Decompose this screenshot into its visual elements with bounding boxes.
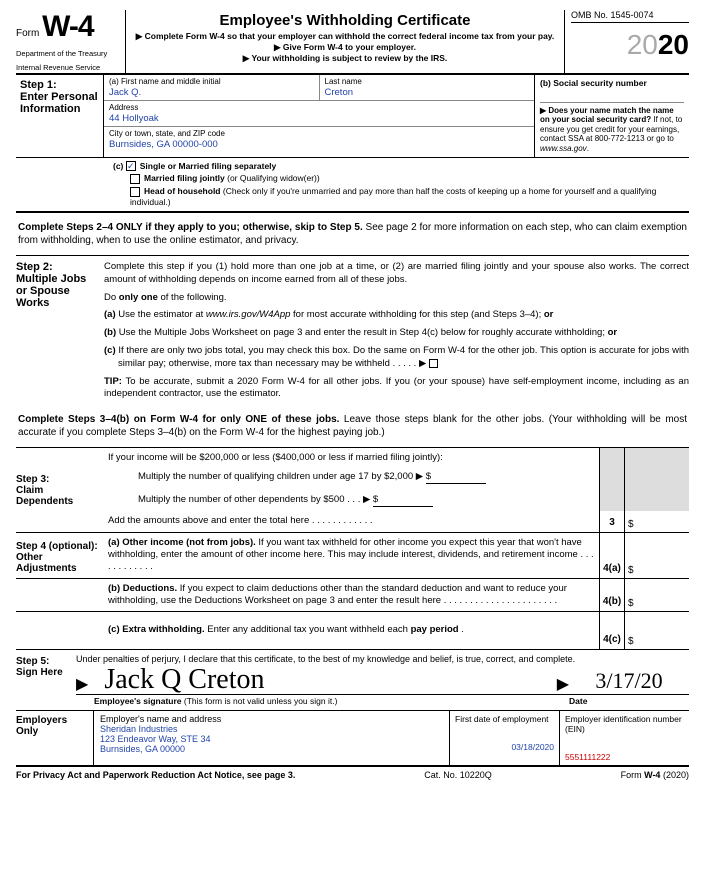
married-checkbox[interactable]: [130, 174, 140, 184]
date-arrow-icon: ▶: [557, 674, 569, 694]
step1-fields: (a) First name and middle initial Jack Q…: [104, 75, 534, 157]
signature-line[interactable]: ▶ Jack Q Creton ▶ 3/17/20: [76, 666, 689, 695]
step4-label: Step 4 (optional):Other Adjustments: [16, 537, 104, 578]
tax-year: 2020: [571, 29, 689, 61]
first-employment-date-field[interactable]: First date of employment 03/18/2020: [449, 711, 559, 765]
amount-4b[interactable]: $: [624, 579, 689, 612]
sub3: ▶ Your withholding is subject to review …: [132, 53, 558, 64]
step2-body: Complete this step if you (1) hold more …: [104, 261, 689, 406]
filing-status-c: (c) ✓Single or Married filing separately: [108, 160, 689, 173]
form-code: W-4: [42, 10, 93, 43]
sub1: ▶ Complete Form W-4 so that your employe…: [132, 31, 558, 42]
employer-city: Burnsides, GA 00000: [100, 744, 443, 754]
header-right: OMB No. 1545-0074 2020: [564, 10, 689, 73]
employer-addr: 123 Endeavor Way, STE 34: [100, 734, 443, 744]
step3-total-row: Add the amounts above and enter the tota…: [16, 511, 689, 532]
step4b-row: (b) Deductions. If you expect to claim d…: [16, 579, 689, 613]
hoh-row: Head of household (Check only if you're …: [108, 185, 689, 208]
header-left: Form W-4 Department of the Treasury Inte…: [16, 10, 126, 73]
address-field[interactable]: Address 44 Hollyoak: [104, 101, 534, 127]
ein-field[interactable]: Employer identification number (EIN) 555…: [559, 711, 689, 765]
first-name-value: Jack Q.: [109, 87, 314, 98]
last-name-value: Creton: [325, 87, 530, 98]
step2-label: Step 2: Multiple Jobs or Spouse Works: [16, 261, 104, 406]
ssn-note: ▶ Does your name match the name on your …: [540, 106, 684, 154]
form-word: Form: [16, 28, 39, 39]
step5-body: Under penalties of perjury, I declare th…: [76, 650, 689, 710]
city-value: Burnsides, GA 00000-000: [109, 139, 529, 150]
dept-irs: Internal Revenue Service: [16, 64, 121, 72]
two-jobs-checkbox[interactable]: [429, 359, 438, 368]
intro-24: Complete Steps 2–4 ONLY if they apply to…: [16, 213, 689, 255]
step5-label: Step 5:Sign Here: [16, 650, 76, 710]
ssn-label[interactable]: (b) Social security number: [540, 78, 684, 103]
married-jointly-row: Married filing jointly (or Qualifying wi…: [108, 172, 689, 185]
step1-block: Step 1: Enter Personal Information (a) F…: [16, 75, 689, 158]
box-4a: 4(a): [599, 533, 624, 578]
children-amount[interactable]: $: [426, 471, 486, 484]
amount-4c[interactable]: $: [624, 612, 689, 648]
sig-arrow-icon: ▶: [76, 674, 88, 694]
step4c-row: (c) Extra withholding. Enter any additio…: [16, 612, 689, 648]
step1c-checks: (c) ✓Single or Married filing separately…: [16, 158, 689, 213]
footer-right: Form W-4 (2020): [621, 770, 689, 780]
step3-row1: Step 3:Claim Dependents If your income w…: [16, 447, 689, 511]
sign-date: 3/17/20: [569, 668, 689, 694]
dept-treasury: Department of the Treasury: [16, 50, 121, 58]
city-field[interactable]: City or town, state, and ZIP code Burnsi…: [104, 127, 534, 152]
intro-34b: Complete Steps 3–4(b) on Form W-4 for on…: [16, 411, 689, 447]
step3-body1: If your income will be $200,000 or less …: [104, 448, 599, 511]
employers-label: Employers Only: [16, 711, 94, 765]
page-footer: For Privacy Act and Paperwork Reduction …: [16, 767, 689, 780]
header-mid: Employee's Withholding Certificate ▶ Com…: [126, 10, 564, 73]
w4-form: Form W-4 Department of the Treasury Inte…: [0, 0, 705, 790]
address-value: 44 Hollyoak: [109, 113, 529, 124]
sub2: ▶ Give Form W-4 to your employer.: [132, 42, 558, 53]
other-dep-amount[interactable]: $: [373, 494, 433, 507]
amount-3[interactable]: $: [624, 511, 689, 531]
form-header: Form W-4 Department of the Treasury Inte…: [16, 10, 689, 75]
step5-block: Step 5:Sign Here Under penalties of perj…: [16, 649, 689, 710]
last-name-field[interactable]: Last name Creton: [320, 75, 535, 101]
amount-4a[interactable]: $: [624, 533, 689, 578]
employer-name: Sheridan Industries: [100, 724, 443, 734]
footer-left: For Privacy Act and Paperwork Reduction …: [16, 770, 295, 780]
form-title: Employee's Withholding Certificate: [132, 12, 558, 29]
box-4b: 4(b): [599, 579, 624, 612]
box-3: 3: [599, 511, 624, 531]
single-checkbox[interactable]: ✓: [126, 161, 136, 171]
hoh-checkbox[interactable]: [130, 187, 140, 197]
employers-block: Employers Only Employer's name and addre…: [16, 710, 689, 767]
step1-label: Step 1: Enter Personal Information: [16, 75, 104, 157]
step2-block: Step 2: Multiple Jobs or Spouse Works Co…: [16, 255, 689, 411]
ein-value: 5551111222: [565, 752, 684, 762]
step4a-row: Step 4 (optional):Other Adjustments (a) …: [16, 533, 689, 579]
footer-mid: Cat. No. 10220Q: [424, 770, 492, 780]
omb-number: OMB No. 1545-0074: [571, 10, 689, 23]
ssn-column: (b) Social security number ▶ Does your n…: [534, 75, 689, 157]
signature: Jack Q Creton: [88, 666, 556, 694]
box-4c: 4(c): [599, 612, 624, 648]
employer-address-field[interactable]: Employer's name and address Sheridan Ind…: [94, 711, 449, 765]
first-employment-date: 03/18/2020: [455, 742, 554, 752]
step3-label: Step 3:Claim Dependents: [16, 470, 104, 511]
first-name-field[interactable]: (a) First name and middle initial Jack Q…: [104, 75, 320, 101]
